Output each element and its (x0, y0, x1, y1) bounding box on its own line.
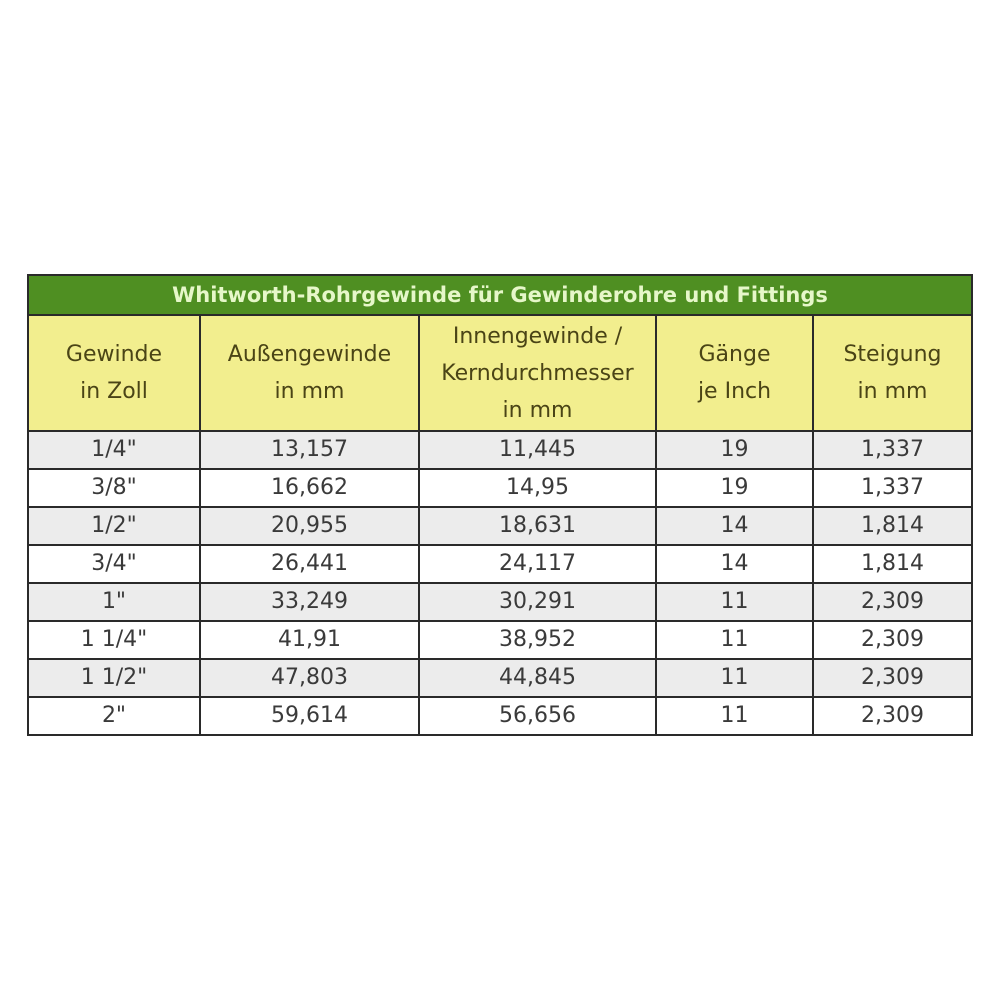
cell-gewinde: 1/4" (27, 430, 201, 470)
table-row: 3/4" 26,441 24,117 14 1,814 (27, 544, 973, 584)
cell-steigung: 2,309 (812, 582, 973, 622)
table-title: Whitworth-Rohrgewinde für Gewinderohre u… (27, 274, 973, 316)
header-innengewinde: Innengewinde / Kerndurchmesser in mm (418, 314, 657, 432)
table-row: 1" 33,249 30,291 11 2,309 (27, 582, 973, 622)
cell-gaenge: 11 (655, 582, 814, 622)
table-row: 1/4" 13,157 11,445 19 1,337 (27, 430, 973, 470)
cell-innengewinde: 30,291 (418, 582, 657, 622)
header-line: in Zoll (80, 379, 148, 404)
cell-gaenge: 11 (655, 620, 814, 660)
cell-innengewinde: 11,445 (418, 430, 657, 470)
cell-gaenge: 11 (655, 658, 814, 698)
cell-innengewinde: 38,952 (418, 620, 657, 660)
header-line: in mm (502, 397, 573, 423)
cell-aussengewinde: 41,91 (199, 620, 420, 660)
header-line: Innengewinde / (452, 323, 623, 349)
cell-gewinde: 1 1/2" (27, 658, 201, 698)
cell-innengewinde: 14,95 (418, 468, 657, 508)
table-body: 1/4" 13,157 11,445 19 1,337 3/8" 16,662 14,95 19… (27, 430, 973, 736)
cell-aussengewinde: 47,803 (199, 658, 420, 698)
cell-steigung: 1,337 (812, 468, 973, 508)
cell-steigung: 1,814 (812, 544, 973, 584)
table-row: 1/2" 20,955 18,631 14 1,814 (27, 506, 973, 546)
cell-innengewinde: 24,117 (418, 544, 657, 584)
header-line: in mm (274, 379, 345, 404)
thread-table: Whitworth-Rohrgewinde für Gewinderohre u… (27, 274, 973, 736)
cell-steigung: 2,309 (812, 620, 973, 660)
cell-aussengewinde: 13,157 (199, 430, 420, 470)
header-steigung: Steigung in mm (812, 314, 973, 432)
header-line: Gewinde (65, 342, 163, 367)
header-row: Gewinde in Zoll Außengewinde in mm Innenge… (27, 314, 973, 432)
header-line: je Inch (697, 379, 772, 404)
cell-aussengewinde: 26,441 (199, 544, 420, 584)
cell-steigung: 2,309 (812, 696, 973, 736)
cell-gaenge: 11 (655, 696, 814, 736)
cell-gewinde: 2" (27, 696, 201, 736)
cell-innengewinde: 56,656 (418, 696, 657, 736)
cell-aussengewinde: 16,662 (199, 468, 420, 508)
cell-innengewinde: 44,845 (418, 658, 657, 698)
table-row: 2" 59,614 56,656 11 2,309 (27, 696, 973, 736)
title-row: Whitworth-Rohrgewinde für Gewinderohre u… (27, 274, 973, 316)
cell-aussengewinde: 20,955 (199, 506, 420, 546)
cell-gewinde: 3/8" (27, 468, 201, 508)
cell-gaenge: 14 (655, 544, 814, 584)
header-line: Steigung (843, 342, 942, 367)
table-row: 1 1/2" 47,803 44,845 11 2,309 (27, 658, 973, 698)
table-row: 3/8" 16,662 14,95 19 1,337 (27, 468, 973, 508)
cell-gaenge: 19 (655, 468, 814, 508)
cell-steigung: 2,309 (812, 658, 973, 698)
cell-steigung: 1,814 (812, 506, 973, 546)
header-gaenge: Gänge je Inch (655, 314, 814, 432)
header-line: Kerndurchmesser (441, 360, 634, 386)
cell-gewinde: 3/4" (27, 544, 201, 584)
header-gewinde: Gewinde in Zoll (27, 314, 201, 432)
header-line: in mm (857, 379, 928, 404)
cell-gaenge: 19 (655, 430, 814, 470)
cell-gaenge: 14 (655, 506, 814, 546)
cell-aussengewinde: 33,249 (199, 582, 420, 622)
cell-innengewinde: 18,631 (418, 506, 657, 546)
cell-gewinde: 1/2" (27, 506, 201, 546)
cell-aussengewinde: 59,614 (199, 696, 420, 736)
header-line: Außengewinde (227, 342, 392, 367)
header-aussengewinde: Außengewinde in mm (199, 314, 420, 432)
table-row: 1 1/4" 41,91 38,952 11 2,309 (27, 620, 973, 660)
cell-steigung: 1,337 (812, 430, 973, 470)
cell-gewinde: 1 1/4" (27, 620, 201, 660)
cell-gewinde: 1" (27, 582, 201, 622)
header-line: Gänge (698, 342, 771, 367)
